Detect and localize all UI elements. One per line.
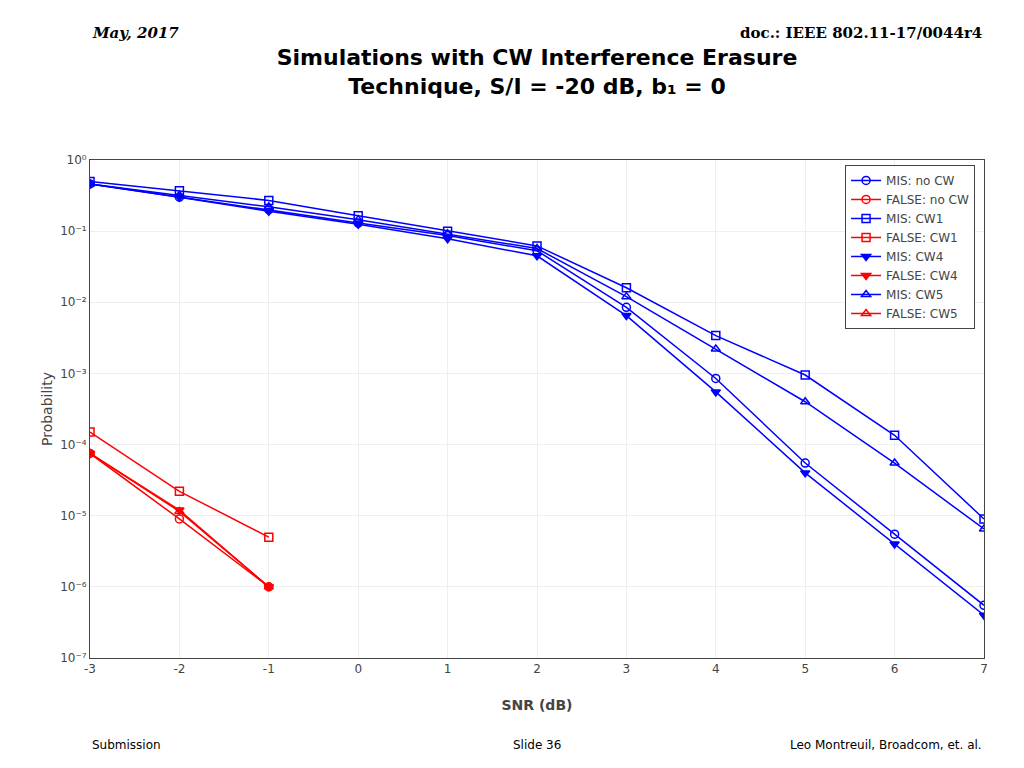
svg-text:MIS: CW5: MIS: CW5: [886, 288, 943, 302]
svg-text:4: 4: [712, 662, 720, 676]
svg-text:-2: -2: [173, 662, 185, 676]
svg-text:Slide 36: Slide 36: [513, 738, 561, 752]
svg-text:5: 5: [801, 662, 809, 676]
svg-text:-3: -3: [84, 662, 96, 676]
svg-text:FALSE: CW4: FALSE: CW4: [886, 269, 958, 283]
svg-text:10⁻⁴: 10⁻⁴: [60, 438, 87, 452]
svg-text:FALSE: no CW: FALSE: no CW: [886, 193, 969, 207]
svg-text:10⁻¹: 10⁻¹: [60, 224, 87, 238]
svg-text:Submission: Submission: [92, 738, 161, 752]
svg-text:10⁻⁷: 10⁻⁷: [60, 651, 87, 665]
svg-text:-1: -1: [263, 662, 275, 676]
svg-text:10⁻³: 10⁻³: [60, 367, 87, 381]
svg-text:2: 2: [533, 662, 541, 676]
svg-text:Simulations with CW Interferen: Simulations with CW Interference Erasure…: [277, 45, 798, 99]
svg-text:10⁰: 10⁰: [67, 153, 87, 167]
svg-text:3: 3: [623, 662, 631, 676]
svg-text:6: 6: [891, 662, 899, 676]
svg-text:10⁻⁶: 10⁻⁶: [60, 580, 87, 594]
svg-text:May, 2017: May, 2017: [92, 24, 179, 42]
svg-text:1: 1: [444, 662, 452, 676]
svg-text:FALSE: CW1: FALSE: CW1: [886, 231, 958, 245]
svg-text:MIS: CW4: MIS: CW4: [886, 250, 943, 264]
svg-text:MIS: CW1: MIS: CW1: [886, 212, 943, 226]
svg-text:10⁻⁵: 10⁻⁵: [60, 509, 87, 523]
svg-text:FALSE: CW5: FALSE: CW5: [886, 307, 958, 321]
svg-text:Probability: Probability: [39, 372, 55, 446]
svg-text:7: 7: [980, 662, 988, 676]
svg-text:SNR (dB): SNR (dB): [502, 697, 573, 713]
svg-text:10⁻²: 10⁻²: [60, 295, 87, 309]
svg-text:doc.: IEEE 802.11-17/0044r4: doc.: IEEE 802.11-17/0044r4: [740, 24, 982, 42]
svg-text:0: 0: [354, 662, 362, 676]
svg-text:Leo Montreuil, Broadcom, et. a: Leo Montreuil, Broadcom, et. al.: [790, 738, 982, 752]
svg-text:MIS: no CW: MIS: no CW: [886, 174, 955, 188]
